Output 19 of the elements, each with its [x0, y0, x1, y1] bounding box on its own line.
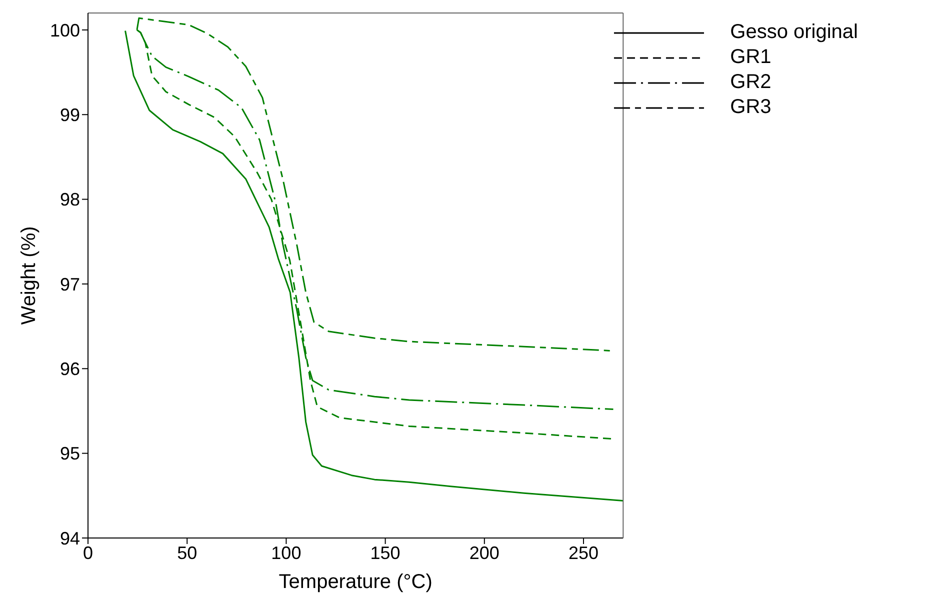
y-tick-label: 99 [60, 105, 80, 126]
x-tick-label: 200 [469, 542, 500, 563]
text: GR2 [730, 71, 772, 94]
text: GR3 [730, 96, 772, 119]
x-tick-label: 250 [568, 542, 599, 563]
y-tick-label: 94 [60, 528, 80, 548]
x-tick-label: 150 [370, 542, 400, 563]
y-tick-label: 96 [60, 359, 80, 380]
y-tick-label: 98 [60, 190, 80, 210]
y-tick-label: 100 [50, 20, 80, 40]
x-tick-label: 50 [177, 542, 198, 563]
x-tick-label: 100 [271, 542, 302, 563]
y-tick-label: 95 [60, 444, 80, 464]
y-tick-label: 97 [60, 274, 80, 294]
y-axis-title: Weight (%) [18, 226, 40, 325]
x-tick-label: 0 [82, 542, 94, 563]
x-axis-title: Temperature (°C) [278, 571, 432, 593]
text: GR1 [730, 46, 772, 69]
text: Gesso original [730, 21, 858, 44]
